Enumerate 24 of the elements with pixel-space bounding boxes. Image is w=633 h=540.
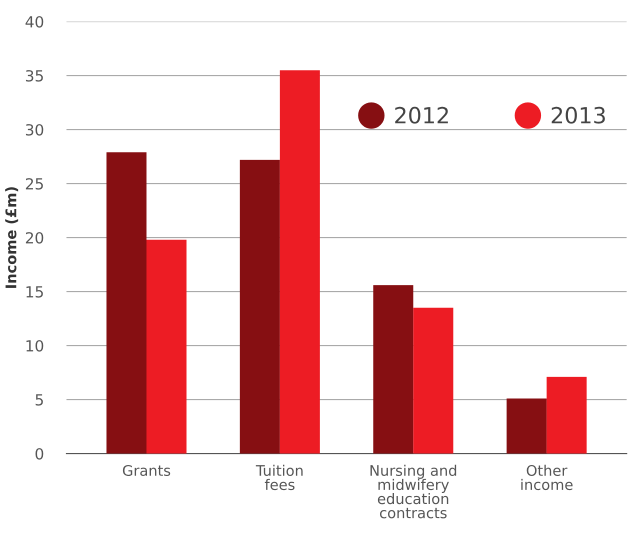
bar: [546, 376, 587, 454]
y-tick-label: 35: [26, 70, 43, 82]
y-tick-label: 30: [26, 124, 44, 136]
x-tick-label: Nursing and midwifery education contracts: [370, 464, 456, 518]
legend-label: 2012: [395, 106, 448, 124]
legend-label: 2013: [552, 106, 605, 124]
y-axis-title: Income (£m): [5, 187, 18, 288]
y-tick-label: 20: [26, 232, 44, 244]
bar: [373, 285, 414, 454]
y-tick-label: 5: [36, 394, 43, 406]
x-tick-label: Tuition fees: [256, 464, 303, 490]
x-tick-label: Other income: [521, 464, 573, 490]
bar: [280, 70, 320, 454]
y-tick-label: 0: [36, 448, 44, 460]
y-tick-label: 15: [26, 286, 43, 298]
y-tick-label: 40: [26, 16, 44, 28]
y-tick-label: 25: [26, 178, 43, 190]
bar: [106, 152, 146, 454]
bar: [413, 308, 454, 454]
x-tick-label: Grants: [122, 464, 170, 476]
bar: [506, 398, 547, 454]
bar: [240, 160, 280, 454]
bar: [146, 240, 187, 454]
y-tick-label: 10: [26, 340, 44, 352]
